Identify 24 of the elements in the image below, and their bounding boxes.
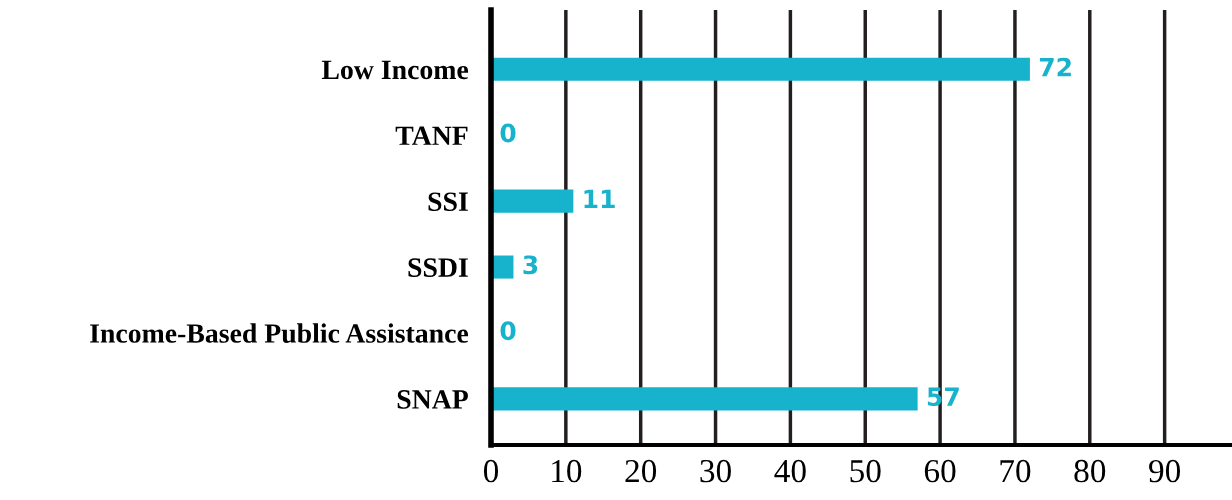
y-tick-label: Low Income [321,60,469,80]
x-tick-label: 60 [924,459,956,483]
x-tick-label: 50 [850,459,881,483]
x-tick-label: 20 [625,459,657,483]
data-label: 3 [523,255,538,275]
data-label: 0 [500,321,516,341]
y-tick-label: SNAP [397,390,468,409]
bar [491,387,918,411]
y-tick-label: SSI [428,192,468,212]
x-tick-label: 30 [700,459,731,483]
x-tick-label: 80 [1074,459,1106,483]
x-tick-label: 0 [483,459,499,483]
y-tick-label: Income-Based Public Assistance [90,323,469,343]
data-label: 72 [1039,57,1071,77]
data-label: 0 [500,123,516,143]
bar [491,57,1030,81]
x-tick-label: 10 [552,459,582,483]
x-tick-label: 70 [1000,459,1031,483]
x-tick-label: 90 [1149,459,1181,483]
data-label: 11 [584,189,615,209]
y-tick-label: SSDI [408,258,468,277]
y-tick-label: TANF [395,126,468,145]
bar [491,189,574,213]
x-tick-label: 40 [774,459,806,483]
